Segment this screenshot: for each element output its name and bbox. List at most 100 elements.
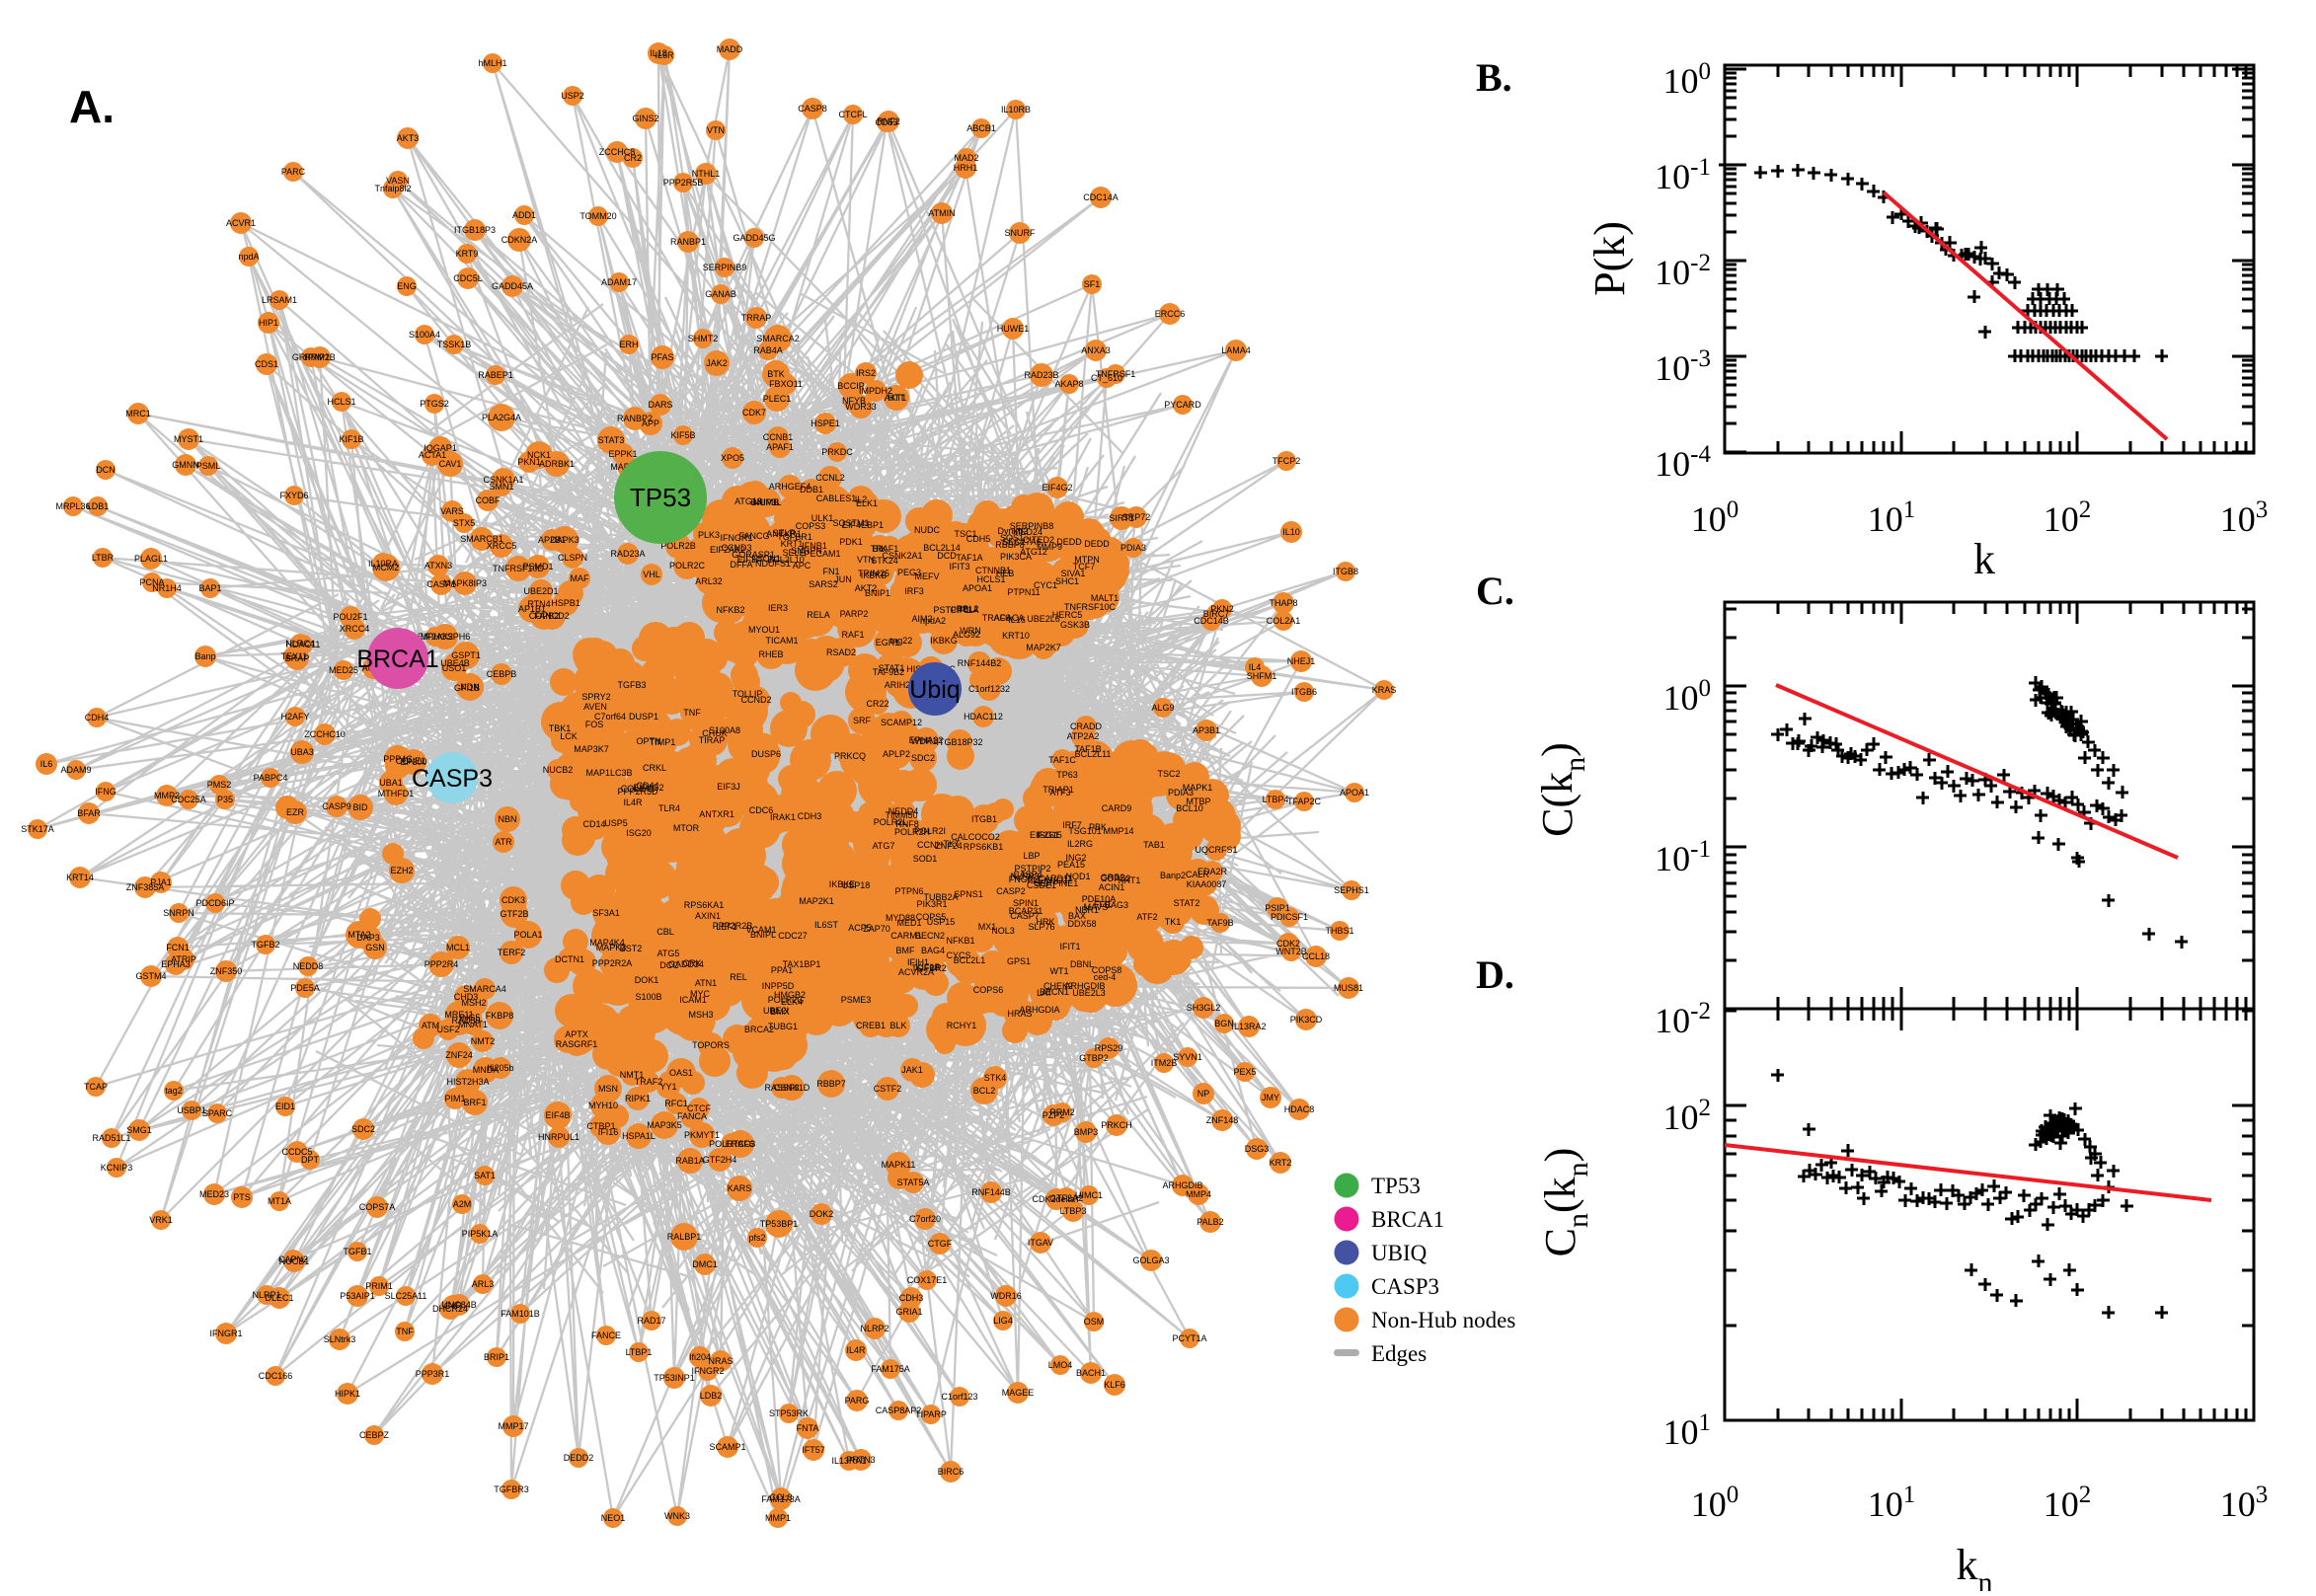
svg-text:IL2RG: IL2RG: [1067, 839, 1093, 849]
svg-text:NFYB: NFYB: [842, 396, 866, 406]
svg-text:ITGAV: ITGAV: [1028, 1238, 1053, 1248]
svg-text:CASP9: CASP9: [322, 801, 351, 811]
svg-text:k: k: [1973, 535, 1995, 583]
svg-text:NDN: NDN: [460, 682, 480, 692]
svg-text:DDX58: DDX58: [1067, 919, 1096, 929]
svg-text:LTBP1: LTBP1: [626, 1347, 653, 1357]
svg-text:BCL2: BCL2: [973, 1086, 996, 1096]
svg-text:ATF2: ATF2: [1136, 912, 1157, 922]
svg-text:STK4: STK4: [984, 1073, 1007, 1083]
svg-text:AKT3: AKT3: [397, 133, 420, 143]
svg-text:VHL: VHL: [643, 570, 660, 579]
svg-text:GADD45G: GADD45G: [733, 233, 775, 243]
svg-text:HIP1: HIP1: [259, 318, 278, 328]
svg-text:PRKCQ: PRKCQ: [834, 751, 866, 761]
svg-text:CABLES1: CABLES1: [816, 494, 857, 503]
svg-text:UBE2L6: UBE2L6: [1027, 614, 1060, 624]
svg-text:DEDD2: DEDD2: [564, 1453, 594, 1463]
svg-text:GSTM4: GSTM4: [135, 971, 166, 981]
svg-text:APOA1: APOA1: [963, 583, 992, 593]
svg-text:CD44: CD44: [636, 781, 658, 791]
svg-text:SQSTM1: SQSTM1: [832, 518, 869, 528]
svg-text:NEDD8: NEDD8: [293, 961, 324, 971]
svg-text:TSC2: TSC2: [1157, 769, 1180, 779]
svg-text:ATRIP: ATRIP: [171, 954, 196, 964]
svg-text:PTS: PTS: [233, 1192, 251, 1202]
svg-text:APC: APC: [793, 561, 811, 570]
svg-text:GTF2H4: GTF2H4: [703, 1155, 737, 1165]
svg-text:TP53INP1: TP53INP1: [654, 1373, 695, 1383]
svg-text:MAPK1: MAPK1: [1183, 783, 1213, 793]
svg-text:IMPDH2: IMPDH2: [859, 386, 892, 396]
svg-text:CDK2: CDK2: [1276, 939, 1300, 949]
svg-text:CDKN2A: CDKN2A: [502, 235, 538, 245]
svg-text:CTCFL: CTCFL: [839, 110, 868, 119]
svg-text:ANTXR1: ANTXR1: [699, 809, 734, 819]
svg-text:CDH4: CDH4: [85, 713, 110, 722]
svg-text:MYH10: MYH10: [588, 1101, 618, 1110]
svg-text:ALG92: ALG92: [953, 630, 980, 640]
svg-text:JUN: JUN: [834, 574, 852, 584]
svg-text:DARS: DARS: [648, 400, 672, 410]
svg-text:UBE2D1: UBE2D1: [523, 586, 558, 596]
svg-text:CDH3: CDH3: [899, 1293, 924, 1303]
svg-text:PABPC4: PABPC4: [254, 773, 288, 783]
svg-text:FOS: FOS: [585, 720, 604, 729]
svg-text:LTBP3: LTBP3: [1060, 1206, 1087, 1216]
svg-text:DUSP6: DUSP6: [751, 749, 781, 759]
svg-text:YY1: YY1: [659, 1082, 676, 1092]
svg-text:BRIP1: BRIP1: [484, 1352, 509, 1362]
svg-text:SMARCB1: SMARCB1: [460, 534, 503, 544]
svg-text:OAS1: OAS1: [669, 1068, 693, 1078]
svg-text:PDK1: PDK1: [839, 537, 863, 547]
svg-text:MMP4: MMP4: [1186, 1189, 1211, 1199]
svg-text:ATXN3: ATXN3: [425, 561, 452, 570]
svg-text:REL: REL: [730, 972, 747, 982]
svg-text:A.: A.: [69, 81, 115, 132]
svg-text:TRAF2: TRAF2: [635, 1077, 663, 1087]
svg-text:ULK1: ULK1: [811, 513, 834, 523]
svg-text:BRCA1: BRCA1: [1371, 1207, 1444, 1232]
svg-text:ISG15: ISG15: [1037, 830, 1062, 840]
svg-text:WDR16: WDR16: [990, 1291, 1022, 1301]
svg-text:NMT2: NMT2: [471, 1036, 496, 1046]
svg-text:MT1A: MT1A: [268, 1196, 291, 1206]
svg-text:CEBPB: CEBPB: [487, 669, 517, 679]
svg-text:ERH: ERH: [619, 340, 638, 349]
svg-text:GADD45A: GADD45A: [492, 281, 533, 291]
svg-text:Tnfaip8l2: Tnfaip8l2: [374, 184, 411, 193]
svg-text:CARD11: CARD11: [1039, 874, 1073, 883]
svg-text:BRAP: BRAP: [285, 653, 310, 663]
svg-text:THAP8: THAP8: [1269, 598, 1297, 608]
svg-text:KARS: KARS: [728, 1183, 752, 1193]
svg-text:MED25: MED25: [329, 665, 358, 675]
svg-text:PEA15: PEA15: [1057, 860, 1085, 870]
svg-text:NUDC: NUDC: [914, 525, 940, 535]
svg-text:RAD23B: RAD23B: [1024, 370, 1058, 380]
svg-text:ATG7: ATG7: [873, 841, 895, 851]
svg-text:TOPORS: TOPORS: [692, 1040, 730, 1050]
svg-text:NFKB1: NFKB1: [946, 936, 974, 946]
svg-text:P53AIP1: P53AIP1: [340, 1291, 375, 1301]
svg-text:MYOU1: MYOU1: [748, 625, 780, 635]
svg-text:ITGB6: ITGB6: [1291, 687, 1317, 697]
svg-text:PDCD6IP: PDCD6IP: [195, 898, 234, 908]
svg-text:APAF1: APAF1: [766, 442, 794, 452]
svg-text:RANBP2: RANBP2: [617, 414, 653, 423]
svg-text:IFNGR2: IFNGR2: [691, 1366, 724, 1376]
svg-text:CALCOCO2: CALCOCO2: [951, 832, 1000, 842]
svg-text:BIRC6: BIRC6: [938, 1467, 965, 1477]
svg-text:BRCA1: BRCA1: [356, 646, 438, 673]
svg-text:SCAMP12: SCAMP12: [881, 718, 922, 727]
svg-text:LTBP4: LTBP4: [1263, 795, 1289, 804]
svg-text:DEDD: DEDD: [1084, 539, 1110, 549]
svg-text:GPS1: GPS1: [1007, 956, 1031, 966]
svg-text:MAP3K7: MAP3K7: [574, 744, 609, 754]
svg-text:D.: D.: [1476, 952, 1514, 997]
svg-text:TCAP: TCAP: [84, 1082, 108, 1092]
svg-text:LAMA4: LAMA4: [1221, 345, 1251, 355]
svg-text:TP53: TP53: [630, 483, 691, 512]
svg-text:LMO4: LMO4: [1048, 1360, 1073, 1370]
svg-text:FXYD6: FXYD6: [279, 491, 308, 500]
svg-text:BLK: BLK: [889, 1021, 906, 1030]
